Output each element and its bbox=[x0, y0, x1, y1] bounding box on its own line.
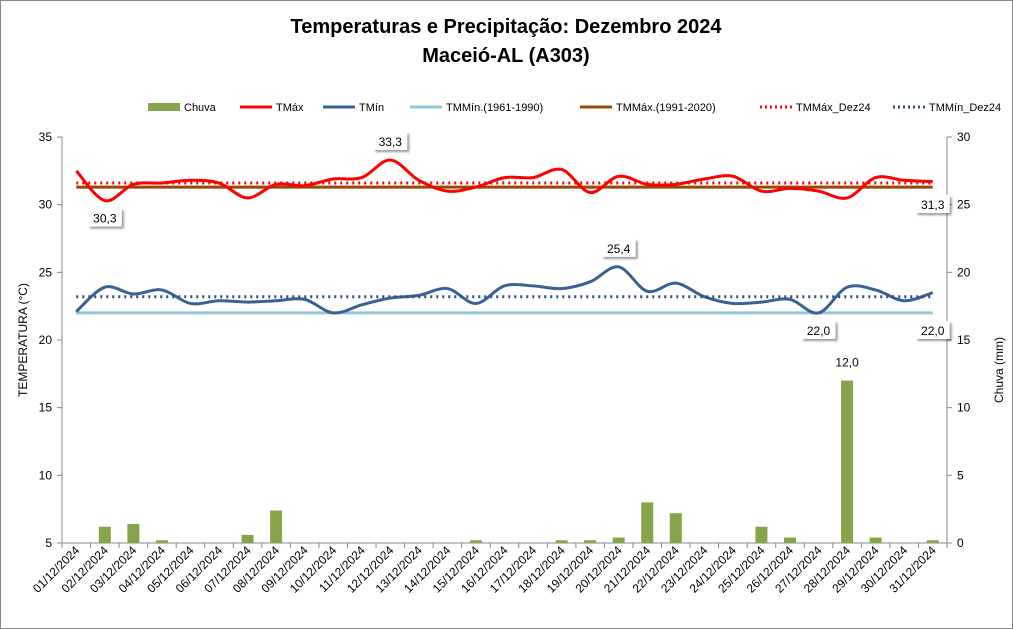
y2-tick-label: 20 bbox=[957, 265, 971, 279]
y2-tick-label: 25 bbox=[957, 198, 971, 212]
y2-tick-label: 5 bbox=[957, 468, 964, 482]
bar-chuva bbox=[584, 540, 597, 543]
bar-chuva bbox=[612, 537, 625, 543]
y-tick-label: 30 bbox=[39, 198, 53, 212]
bar-chuva bbox=[469, 540, 482, 543]
y-tick-label: 5 bbox=[45, 536, 52, 550]
bar-chuva bbox=[270, 510, 283, 543]
data-label: 22,0 bbox=[807, 324, 831, 338]
bar-chuva bbox=[926, 540, 939, 543]
legend-label: Chuva bbox=[184, 102, 217, 114]
bar-chuva bbox=[669, 513, 682, 543]
y-axis-label: TEMPERATURA (°C) bbox=[16, 283, 30, 397]
bar-chuva bbox=[841, 380, 854, 543]
data-label-box bbox=[915, 195, 950, 214]
legend-label: TMMín_Dez24 bbox=[929, 102, 1001, 114]
data-label-box bbox=[915, 320, 950, 339]
data-label: 25,4 bbox=[607, 242, 631, 256]
y2-axis-label: Chuva (mm) bbox=[992, 337, 1006, 403]
y2-tick-label: 10 bbox=[957, 401, 971, 415]
bar-chuva bbox=[869, 537, 882, 543]
y-tick-label: 10 bbox=[39, 468, 53, 482]
data-label-box bbox=[601, 238, 636, 257]
y-tick-label: 35 bbox=[39, 130, 53, 144]
y-tick-label: 25 bbox=[39, 265, 53, 279]
line-tm-n bbox=[75, 265, 934, 315]
bar-chuva bbox=[155, 540, 168, 543]
data-label: 33,3 bbox=[379, 135, 403, 149]
bar-chuva bbox=[241, 534, 254, 543]
data-label: 31,3 bbox=[921, 198, 945, 212]
legend-swatch-chuva bbox=[148, 103, 180, 111]
legend-label: TMín bbox=[359, 102, 384, 114]
bar-chuva bbox=[127, 524, 140, 543]
bar-chuva bbox=[755, 526, 768, 543]
legend-label: TMMáx.(1991-2020) bbox=[616, 102, 716, 114]
line-tm-x bbox=[75, 158, 933, 203]
bar-chuva bbox=[641, 502, 654, 543]
y2-tick-label: 30 bbox=[957, 130, 971, 144]
chart-subtitle: Maceió-AL (A303) bbox=[422, 45, 589, 67]
y-tick-label: 15 bbox=[39, 401, 53, 415]
chart-title: Temperaturas e Precipitação: Dezembro 20… bbox=[291, 16, 723, 38]
legend-label: TMMáx_Dez24 bbox=[796, 102, 871, 114]
bar-chuva bbox=[555, 540, 568, 543]
y-tick-label: 20 bbox=[39, 333, 53, 347]
data-label: 30,3 bbox=[93, 212, 117, 226]
data-label-box bbox=[87, 208, 122, 227]
data-label: 22,0 bbox=[921, 324, 945, 338]
legend-label: TMáx bbox=[276, 102, 304, 114]
y2-tick-label: 0 bbox=[957, 536, 964, 550]
bar-chuva bbox=[783, 537, 796, 543]
bar-chuva bbox=[98, 526, 111, 543]
data-label-box bbox=[373, 132, 408, 151]
legend-label: TMMín.(1961-1990) bbox=[446, 102, 543, 114]
data-label: 12,0 bbox=[835, 356, 859, 370]
y2-tick-label: 15 bbox=[957, 333, 971, 347]
data-label-box bbox=[801, 320, 836, 339]
